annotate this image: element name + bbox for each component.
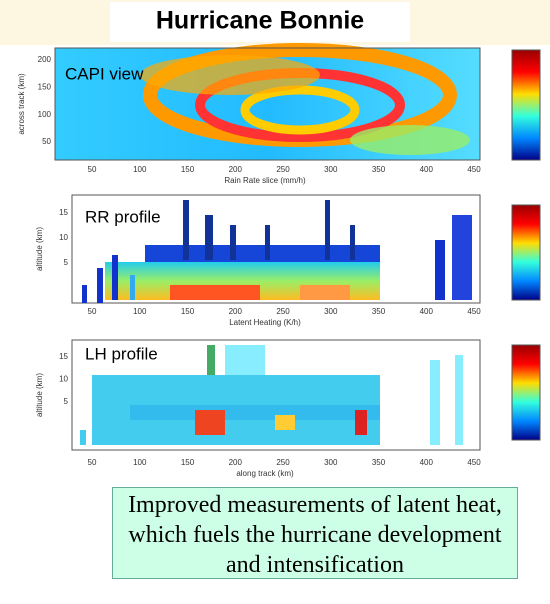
x-tick-label: 300 (324, 307, 338, 316)
title: Hurricane Bonnie (156, 7, 364, 35)
x-tick-label: 400 (420, 458, 434, 467)
x-tick-label: 350 (372, 307, 386, 316)
x-tick-label: 150 (181, 458, 195, 467)
x-tick-label: 450 (467, 165, 481, 174)
x-tick-label: 50 (88, 458, 97, 467)
y-tick-label: 5 (64, 258, 69, 267)
x-tick-label: 250 (276, 165, 290, 174)
x-tick-label: 300 (324, 458, 338, 467)
x-tick-label: 400 (420, 307, 434, 316)
y-tick-label: 100 (38, 110, 52, 119)
x-axis-label: Latent Heating (K/h) (229, 318, 301, 327)
x-tick-label: 100 (133, 165, 147, 174)
y-tick-label: 15 (59, 352, 68, 361)
x-tick-label: 400 (420, 165, 434, 174)
panel-label: RR profile (85, 207, 161, 226)
x-tick-label: 50 (88, 307, 97, 316)
y-tick-label: 200 (38, 55, 52, 64)
x-tick-label: 100 (133, 458, 147, 467)
y-axis-label: altitude (km) (35, 373, 44, 417)
y-tick-label: 10 (59, 375, 68, 384)
x-tick-label: 200 (229, 458, 243, 467)
x-tick-label: 100 (133, 307, 147, 316)
y-tick-label: 50 (42, 137, 51, 146)
y-tick-label: 150 (38, 82, 52, 91)
x-tick-label: 350 (372, 458, 386, 467)
panel-label: CAPI view (65, 64, 144, 83)
y-axis-label: across track (km) (17, 73, 26, 135)
x-axis-label: along track (km) (236, 469, 294, 478)
x-tick-label: 250 (276, 458, 290, 467)
panel-label: LH profile (85, 344, 158, 363)
y-tick-label: 15 (59, 208, 68, 217)
x-tick-label: 200 (229, 307, 243, 316)
y-axis-label: altitude (km) (35, 227, 44, 271)
x-tick-label: 150 (181, 165, 195, 174)
y-tick-label: 5 (64, 397, 69, 406)
x-tick-label: 250 (276, 307, 290, 316)
x-tick-label: 150 (181, 307, 195, 316)
y-tick-label: 10 (59, 233, 68, 242)
x-tick-label: 450 (467, 307, 481, 316)
x-axis-label: Rain Rate slice (mm/h) (224, 176, 306, 185)
x-tick-label: 50 (88, 165, 97, 174)
colorbars (512, 50, 540, 440)
x-tick-label: 450 (467, 458, 481, 467)
x-tick-label: 350 (372, 165, 386, 174)
x-tick-label: 200 (229, 165, 243, 174)
caption: Improved measurements of latent heat, wh… (112, 487, 518, 579)
x-tick-label: 300 (324, 165, 338, 174)
page: Hurricane Bonnie CAPI view 200 150 100 50 50 1… (0, 0, 550, 604)
